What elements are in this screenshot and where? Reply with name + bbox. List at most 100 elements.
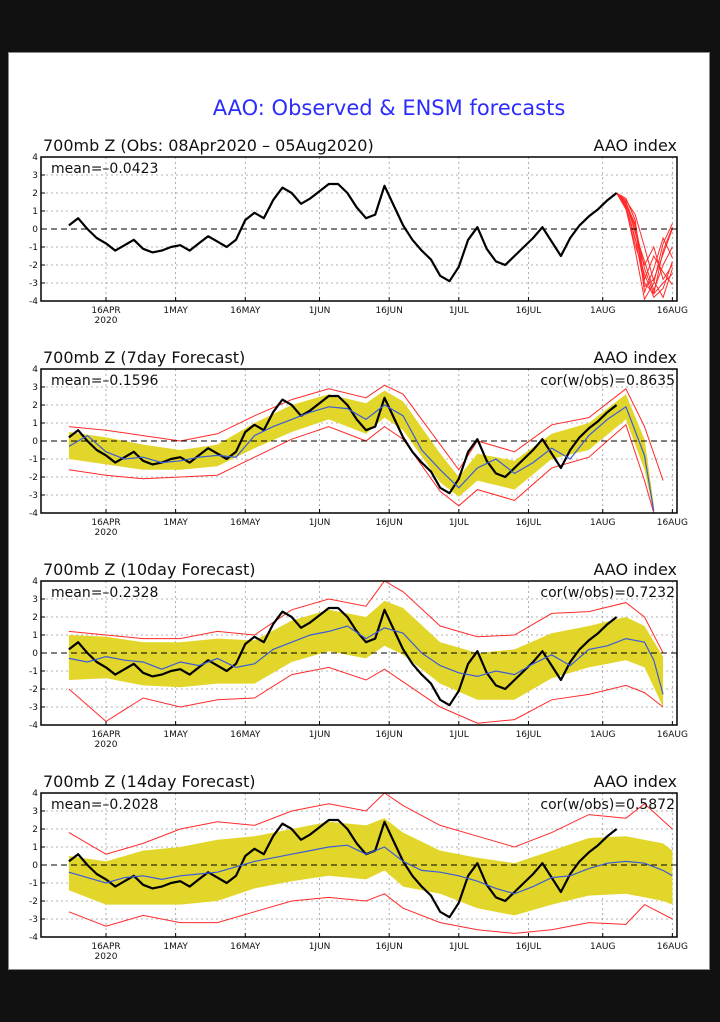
panel-2: 700mb Z (7day Forecast) AAO index -4 -3 -2 -1…: [29, 348, 688, 538]
y-tick-label: -4: [29, 297, 38, 307]
y-tick-label: -2: [29, 261, 38, 271]
x-tick-label: 16JUN: [375, 518, 402, 528]
ensemble-extreme-line-1: [68, 793, 673, 855]
panel-subtitle: 700mb Z (14day Forecast): [43, 772, 255, 791]
x-tick-label: 1AUG: [590, 730, 615, 740]
forecast-member-line-3: [616, 192, 673, 299]
observed-line: [68, 606, 618, 707]
x-tick-label: 1JUL: [449, 942, 469, 952]
y-tick-label: -4: [29, 509, 38, 519]
panel-index-label: AAO index: [593, 560, 677, 579]
ensemble-mean-line: [68, 625, 664, 695]
x-tick-label: 16AUG: [657, 306, 688, 316]
x-tick-label: 1AUG: [590, 306, 615, 316]
y-tick-label: -1: [29, 243, 38, 253]
ensemble-extreme-line-1: [68, 581, 664, 654]
ensemble-extreme-line-2: [68, 423, 655, 513]
panel-index-label: AAO index: [593, 772, 677, 791]
x-tick-label: 1MAY: [163, 518, 188, 528]
x-tick-label: 1JUL: [449, 306, 469, 316]
ensemble-mean-line: [68, 404, 655, 512]
y-tick-label: -1: [29, 879, 38, 889]
y-tick-label: -3: [29, 915, 38, 925]
panel-index-label: AAO index: [593, 136, 677, 155]
x-tick-label: 1MAY: [163, 730, 188, 740]
x-tick-year: 2020: [95, 952, 118, 962]
x-tick-label: 16AUG: [657, 518, 688, 528]
y-tick-label: -2: [29, 685, 38, 695]
forecast-member-line-10: [616, 192, 673, 295]
y-tick-label: 4: [32, 789, 38, 799]
observed-line: [68, 394, 618, 495]
x-tick-label: 16MAY: [230, 730, 261, 740]
x-tick-year: 2020: [95, 528, 118, 538]
correlation-label: cor(w/obs)=0.8635: [540, 373, 675, 389]
forecast-member-line-9: [616, 192, 673, 281]
x-tick-label: 16JUN: [375, 306, 402, 316]
y-tick-label: 0: [32, 861, 38, 871]
x-tick-label: 16JUL: [516, 518, 542, 528]
x-tick-label: 16APR: [91, 730, 120, 740]
y-tick-label: 1: [32, 419, 38, 429]
aao-chart: AAO: Observed & ENSM forecasts 700mb Z (…: [29, 96, 688, 962]
ensemble-extreme-line-2: [68, 893, 673, 934]
forecast-member-line-7: [616, 192, 673, 299]
chart-title: AAO: Observed & ENSM forecasts: [213, 96, 566, 120]
x-tick-label: 16AUG: [657, 730, 688, 740]
panel-subtitle: 700mb Z (10day Forecast): [43, 560, 255, 579]
panel-subtitle: 700mb Z (7day Forecast): [43, 348, 245, 367]
y-tick-label: 3: [32, 807, 38, 817]
mean-label: mean=–0.1596: [51, 373, 159, 389]
x-tick-label: 1JUN: [309, 730, 331, 740]
y-tick-label: -2: [29, 473, 38, 483]
panel-series: [41, 581, 677, 724]
y-tick-label: -1: [29, 667, 38, 677]
correlation-label: cor(w/obs)=0.7232: [540, 585, 675, 601]
x-tick-label: 16AUG: [657, 942, 688, 952]
x-tick-year: 2020: [95, 316, 118, 326]
panel-series: [41, 182, 677, 301]
y-tick-label: 3: [32, 595, 38, 605]
y-tick-label: 3: [32, 171, 38, 181]
y-tick-label: -3: [29, 703, 38, 713]
panel-4: 700mb Z (14day Forecast) AAO index -4 -3 -2 -…: [29, 772, 688, 962]
x-tick-label: 16JUN: [375, 942, 402, 952]
x-tick-label: 16APR: [91, 518, 120, 528]
ensemble-mean-line: [68, 844, 673, 895]
panel-3: 700mb Z (10day Forecast) AAO index -4 -3 -2 -…: [29, 560, 688, 750]
y-tick-label: 2: [32, 613, 38, 623]
forecast-member-line-5: [616, 192, 673, 286]
observed-line: [68, 182, 618, 283]
ensemble-extreme-line-1: [68, 384, 664, 481]
mean-label: mean=–0.0423: [51, 161, 158, 177]
y-tick-label: -3: [29, 279, 38, 289]
panel-series: [41, 793, 677, 934]
x-tick-label: 1JUL: [449, 730, 469, 740]
x-tick-label: 16JUN: [375, 730, 402, 740]
y-tick-label: 0: [32, 649, 38, 659]
x-tick-label: 1MAY: [163, 306, 188, 316]
x-tick-label: 16JUL: [516, 306, 542, 316]
x-tick-label: 16MAY: [230, 306, 261, 316]
ensemble-extreme-line-2: [68, 666, 664, 724]
y-tick-label: 1: [32, 843, 38, 853]
y-tick-label: 4: [32, 577, 38, 587]
y-tick-label: 1: [32, 207, 38, 217]
x-tick-label: 1AUG: [590, 942, 615, 952]
y-tick-label: -3: [29, 491, 38, 501]
observed-line: [68, 818, 618, 919]
x-tick-label: 1JUL: [449, 518, 469, 528]
x-tick-label: 16MAY: [230, 942, 261, 952]
forecast-member-line-8: [616, 192, 673, 294]
x-tick-label: 16APR: [91, 942, 120, 952]
y-tick-label: 2: [32, 401, 38, 411]
ensemble-spread-band: [68, 390, 654, 513]
panel-index-label: AAO index: [593, 348, 677, 367]
y-tick-label: -1: [29, 455, 38, 465]
x-tick-label: 1MAY: [163, 942, 188, 952]
y-tick-label: 1: [32, 631, 38, 641]
panel-1: 700mb Z (Obs: 08Apr2020 – 05Aug2020) AAO …: [29, 136, 688, 326]
x-tick-label: 1JUN: [309, 518, 331, 528]
mean-label: mean=–0.2328: [51, 585, 158, 601]
panel-subtitle: 700mb Z (Obs: 08Apr2020 – 05Aug2020): [43, 136, 374, 155]
